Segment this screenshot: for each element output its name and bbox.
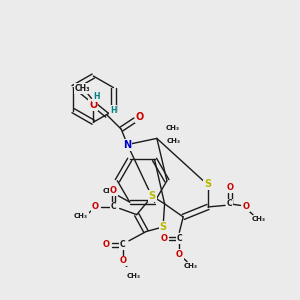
Text: C: C [176, 234, 182, 243]
Text: S: S [204, 179, 211, 189]
Text: H: H [110, 106, 117, 115]
Text: H: H [93, 92, 100, 101]
Text: CH₃: CH₃ [184, 263, 198, 269]
Text: CH₃: CH₃ [74, 213, 88, 219]
Text: O: O [226, 183, 233, 192]
Text: O: O [160, 234, 167, 243]
Text: C: C [120, 240, 126, 249]
Text: O: O [110, 186, 117, 195]
Text: CH₃: CH₃ [167, 139, 181, 145]
Text: S: S [148, 191, 156, 201]
Text: O: O [119, 256, 126, 265]
Text: CH₃: CH₃ [251, 216, 266, 222]
Text: O: O [176, 250, 183, 259]
Text: O: O [242, 202, 250, 211]
Text: O: O [103, 240, 110, 249]
Text: CH₃: CH₃ [165, 124, 179, 130]
Text: N: N [123, 140, 131, 150]
Text: CH₃: CH₃ [75, 84, 90, 93]
Text: C: C [227, 200, 233, 208]
Text: O: O [92, 202, 99, 211]
Text: CH₃: CH₃ [127, 273, 141, 279]
Text: S: S [160, 222, 167, 232]
Text: CH₃: CH₃ [103, 188, 117, 194]
Text: O: O [136, 112, 144, 122]
Text: C: C [111, 202, 116, 211]
Text: O: O [89, 100, 98, 110]
